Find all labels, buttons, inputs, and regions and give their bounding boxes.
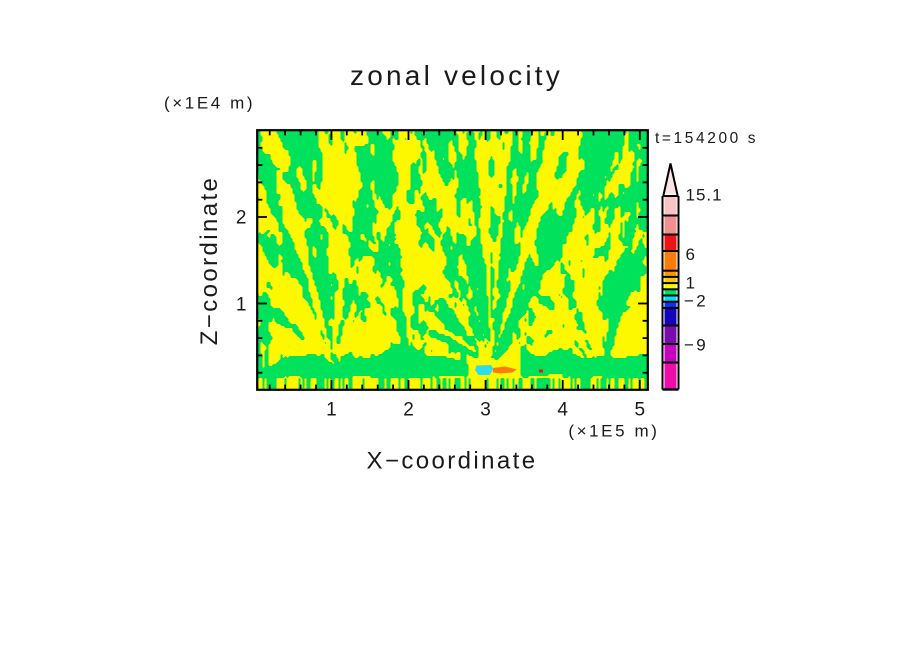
svg-text:Z−coordinate: Z−coordinate <box>196 176 223 346</box>
svg-text:3: 3 <box>480 400 491 421</box>
svg-text:−2: −2 <box>684 292 708 311</box>
svg-text:2: 2 <box>403 400 414 421</box>
svg-text:t=154200 s: t=154200 s <box>655 130 758 147</box>
svg-text:1: 1 <box>326 400 337 421</box>
svg-text:(×1E5 m): (×1E5 m) <box>568 422 659 441</box>
svg-text:2: 2 <box>236 208 247 229</box>
svg-text:1: 1 <box>236 295 247 316</box>
svg-text:zonal velocity: zonal velocity <box>350 60 563 91</box>
svg-text:4: 4 <box>557 400 568 421</box>
svg-text:6: 6 <box>686 245 696 264</box>
svg-text:1: 1 <box>686 274 696 293</box>
svg-text:(×1E4 m): (×1E4 m) <box>164 94 255 113</box>
svg-text:5: 5 <box>635 400 646 421</box>
svg-text:X−coordinate: X−coordinate <box>367 448 538 475</box>
svg-text:−9: −9 <box>684 336 708 355</box>
svg-text:15.1: 15.1 <box>686 186 723 205</box>
